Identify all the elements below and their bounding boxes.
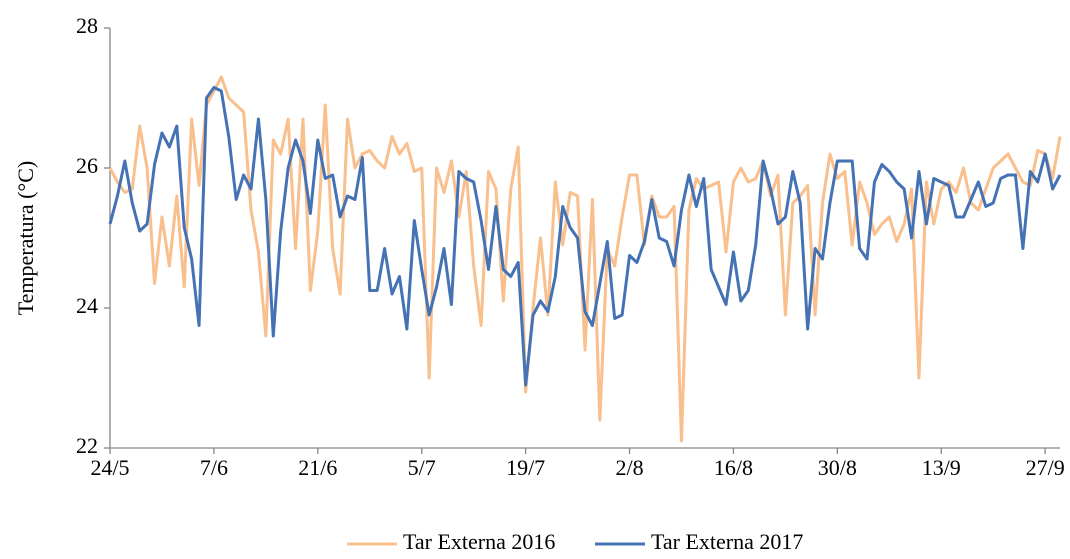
x-tick-label: 13/9 bbox=[922, 455, 961, 480]
line-series bbox=[108, 86, 1062, 387]
y-tick-label: 22 bbox=[76, 433, 98, 458]
y-tick-label: 28 bbox=[76, 13, 98, 38]
y-tick-label: 26 bbox=[76, 153, 98, 178]
x-tick-label: 24/5 bbox=[90, 455, 129, 480]
x-tick-label: 30/8 bbox=[818, 455, 857, 480]
legend-label: Tar Externa 2017 bbox=[651, 529, 803, 554]
x-tick-label: 19/7 bbox=[506, 455, 545, 480]
y-tick-label: 24 bbox=[76, 293, 98, 318]
line-series bbox=[108, 75, 1062, 443]
x-tick-label: 16/8 bbox=[714, 455, 753, 480]
x-tick-label: 5/7 bbox=[408, 455, 436, 480]
legend-label: Tar Externa 2016 bbox=[403, 529, 555, 554]
x-tick-label: 27/9 bbox=[1026, 455, 1065, 480]
y-axis-title: Temperatura (°C) bbox=[13, 161, 38, 315]
x-tick-label: 7/6 bbox=[200, 455, 228, 480]
x-tick-label: 21/6 bbox=[298, 455, 337, 480]
x-tick-label: 2/8 bbox=[615, 455, 643, 480]
